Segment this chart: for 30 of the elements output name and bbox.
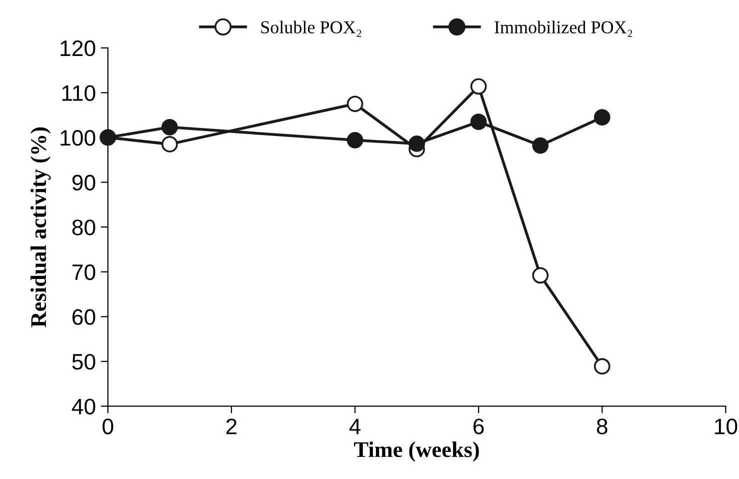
point (161, 136, 178, 152)
point (161, 118, 178, 136)
legend-label: Immobilized POX₂ (494, 20, 632, 37)
point (408, 136, 425, 152)
x-tick-label: 4 (349, 418, 361, 434)
y-tick-label: 50 (72, 354, 96, 370)
y-tick-label: 80 (72, 220, 96, 236)
y-tick-label: 110 (62, 85, 96, 101)
x-tick-label: 6 (474, 418, 484, 434)
x-tick-label: 2 (226, 418, 237, 434)
y-tick-label: 90 (72, 174, 96, 191)
point (532, 267, 549, 284)
y-axis-title: Residual activity (%) (30, 127, 51, 328)
point (470, 78, 487, 95)
legend-label: Soluble POX₂ (261, 20, 362, 37)
y-tick-label: 60 (72, 309, 96, 325)
point (346, 132, 364, 148)
y-tick-label: 120 (60, 40, 96, 56)
x-axis-title: Time (weeks) (354, 441, 479, 462)
y-tick-label: 40 (72, 398, 96, 414)
x-tick-label: 0 (102, 418, 114, 434)
y-tick-label: 100 (60, 130, 96, 146)
point (470, 114, 487, 130)
x-tick-label: 10 (715, 418, 738, 434)
point (346, 96, 364, 112)
point (532, 137, 549, 154)
y-tick-label: 70 (72, 264, 96, 280)
x-tick-label: 8 (596, 418, 608, 434)
point (594, 109, 610, 126)
point (594, 358, 610, 375)
